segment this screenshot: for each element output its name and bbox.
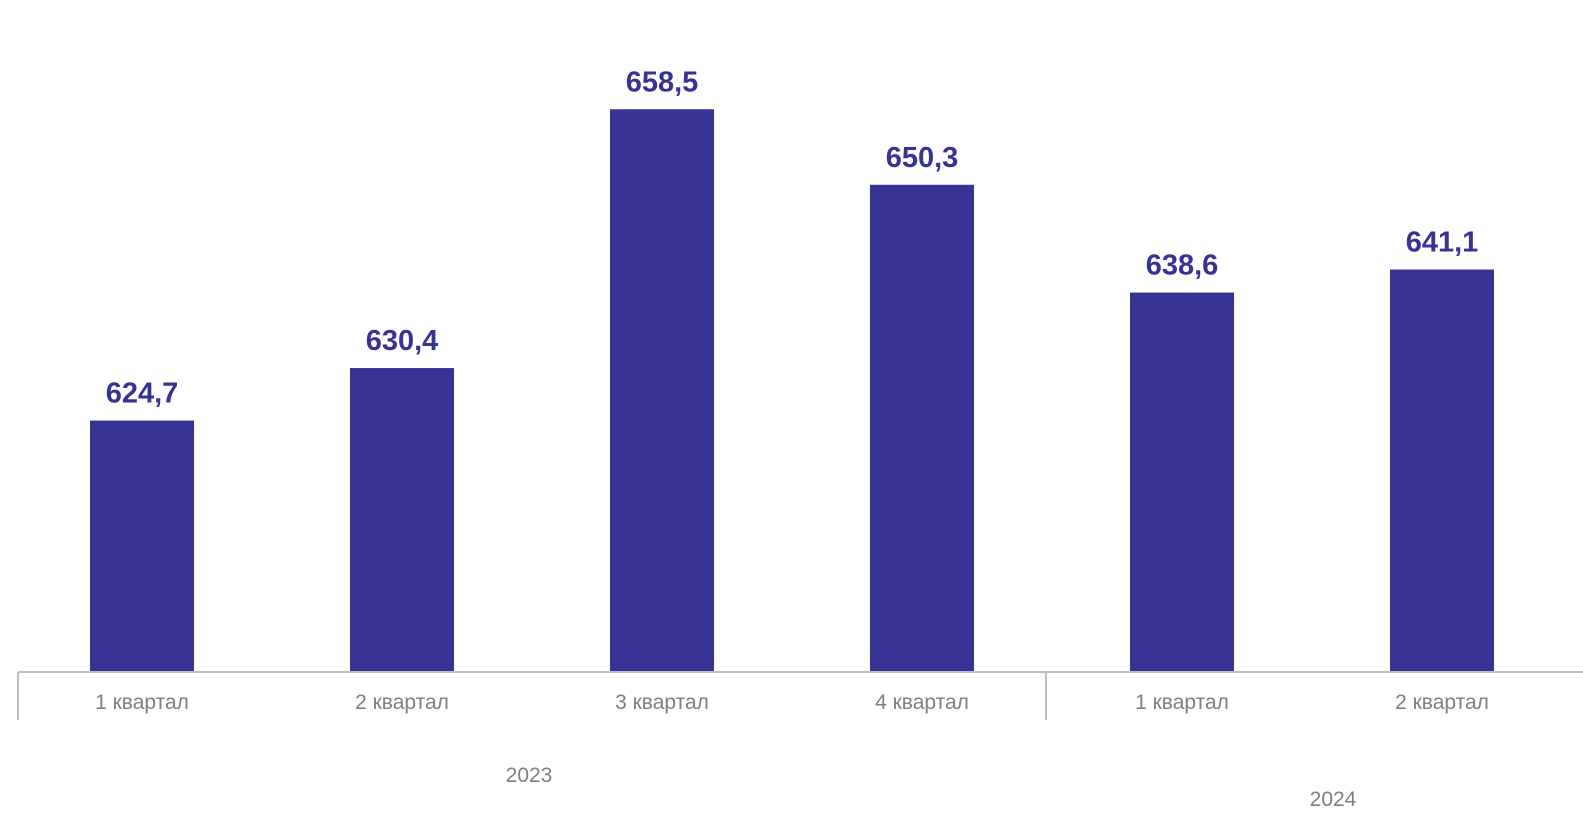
bar-value-label: 658,5 <box>626 66 699 98</box>
bar <box>350 368 454 672</box>
bar-value-label: 624,7 <box>106 378 179 410</box>
x-group-label: 2024 <box>1310 788 1357 811</box>
x-tick-label: 1 квартал <box>95 691 189 714</box>
bar <box>1390 269 1494 672</box>
bar-value-label: 638,6 <box>1146 250 1219 282</box>
bar <box>870 184 974 672</box>
x-tick-label: 4 квартал <box>875 691 969 714</box>
bar <box>90 420 194 672</box>
bar-value-label: 641,1 <box>1406 227 1479 259</box>
x-group-label: 2023 <box>506 764 553 787</box>
bar <box>610 109 714 672</box>
x-tick-label: 2 квартал <box>1395 691 1489 714</box>
x-tick-label: 3 квартал <box>615 691 709 714</box>
bar <box>1130 292 1234 672</box>
bar-value-label: 630,4 <box>366 325 439 357</box>
x-tick-labels-group: 1 квартал 2 квартал 3 квартал 4 квартал 1 кв… <box>95 691 1489 714</box>
bars-group <box>90 109 1494 672</box>
bar-value-label: 650,3 <box>886 142 959 174</box>
x-tick-label: 1 квартал <box>1135 691 1229 714</box>
x-tick-label: 2 квартал <box>355 691 449 714</box>
x-group-labels-group: 2023 2024 <box>506 764 1357 811</box>
value-labels-group: 624,7 630,4 658,5 650,3 638,6 641,1 <box>106 66 1479 409</box>
